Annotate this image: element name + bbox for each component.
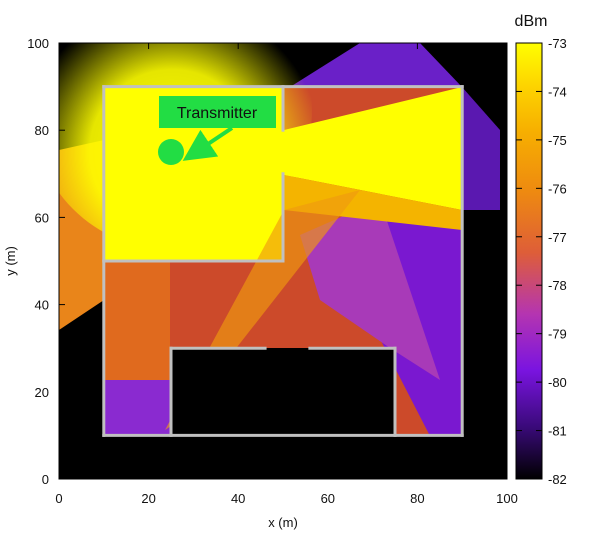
y-axis-label: y (m) xyxy=(3,246,18,276)
colorbar-tick-label--75: -75 xyxy=(548,133,567,148)
x-axis-ticks: 0 20 40 60 80 100 xyxy=(55,43,518,506)
colorbar-tick-label--82: -82 xyxy=(548,472,567,487)
x-axis-label: x (m) xyxy=(268,515,298,530)
x-tick-label-0: 0 xyxy=(55,491,62,506)
transmitter-label-box xyxy=(159,96,276,128)
y-tick-label-60: 60 xyxy=(35,210,49,225)
colorbar-tick-label--80: -80 xyxy=(548,375,567,390)
colorbar-ticks: -73 -74 -75 -76 -77 -78 -79 -80 -81 -82 xyxy=(516,36,567,487)
y-axis-ticks: 0 20 40 60 80 100 xyxy=(27,36,507,487)
y-tick-label-20: 20 xyxy=(35,385,49,400)
colorbar-tick-label--76: -76 xyxy=(548,181,567,196)
x-tick-label-80: 80 xyxy=(410,491,424,506)
heat-region-left-corridor xyxy=(104,262,170,382)
transmitter-marker: Transmitter xyxy=(158,96,276,165)
colorbar-tick-label--79: -79 xyxy=(548,327,567,342)
heat-region-exterior-top-right xyxy=(290,43,462,87)
transmitter-label: Transmitter xyxy=(177,105,258,122)
transmitter-arrow xyxy=(182,126,234,161)
heat-region-door-beam xyxy=(284,87,462,210)
y-tick-label-0: 0 xyxy=(42,472,49,487)
colorbar-tick-label--77: -77 xyxy=(548,230,567,245)
heat-region-enclosed-room xyxy=(170,348,395,436)
colorbar-scale xyxy=(515,42,543,480)
heat-region-left-corridor-bottom xyxy=(104,380,170,436)
walls-layer xyxy=(102,85,464,437)
colorbar-tick-label--74: -74 xyxy=(548,84,567,99)
x-tick-label-100: 100 xyxy=(496,491,518,506)
colorbar-tick-label--78: -78 xyxy=(548,278,567,293)
y-tick-label-100: 100 xyxy=(27,36,49,51)
x-tick-label-40: 40 xyxy=(231,491,245,506)
colorbar-tick-label--81: -81 xyxy=(548,424,567,439)
colorbar: dBm -73 -74 -75 -76 -77 -78 -79 -80 -81 -82 xyxy=(515,13,567,487)
heat-region-door-beam-edge xyxy=(284,175,462,230)
colorbar-unit-label: dBm xyxy=(515,13,548,30)
y-tick-label-80: 80 xyxy=(35,123,49,138)
x-tick-label-60: 60 xyxy=(321,491,335,506)
transmitter-dot xyxy=(158,139,184,165)
colorbar-tick-label--73: -73 xyxy=(548,36,567,51)
plot-frame xyxy=(58,42,508,480)
heatmap-field xyxy=(59,43,507,479)
heat-region-right-mid xyxy=(300,200,440,380)
heat-region-right-upper-shadow xyxy=(462,87,500,210)
y-tick-label-40: 40 xyxy=(35,298,49,313)
x-tick-label-20: 20 xyxy=(141,491,155,506)
